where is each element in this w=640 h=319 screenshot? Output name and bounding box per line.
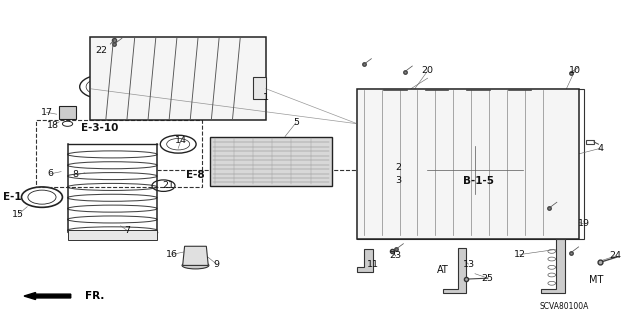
- Text: 15: 15: [12, 210, 24, 219]
- Ellipse shape: [182, 262, 209, 269]
- Text: 23: 23: [390, 251, 402, 260]
- Text: 13: 13: [463, 260, 475, 269]
- Polygon shape: [541, 239, 564, 293]
- Text: 21: 21: [162, 181, 174, 190]
- Text: 24: 24: [610, 251, 621, 260]
- Text: 18: 18: [47, 121, 59, 130]
- Text: E-8: E-8: [186, 170, 205, 180]
- Polygon shape: [443, 248, 466, 293]
- Text: 12: 12: [514, 250, 525, 259]
- Polygon shape: [90, 37, 266, 120]
- Text: 7: 7: [124, 226, 130, 235]
- Text: MT: MT: [589, 275, 604, 285]
- Text: 9: 9: [214, 260, 220, 269]
- Text: AT: AT: [437, 264, 449, 275]
- Text: 6: 6: [47, 169, 53, 178]
- Text: SCVA80100A: SCVA80100A: [540, 302, 589, 311]
- Text: 8: 8: [73, 170, 79, 179]
- Polygon shape: [182, 246, 208, 265]
- Polygon shape: [253, 77, 266, 99]
- Text: 5: 5: [293, 118, 299, 127]
- Text: 16: 16: [166, 250, 178, 259]
- Polygon shape: [357, 89, 579, 239]
- Text: E-3-10: E-3-10: [81, 123, 118, 133]
- Polygon shape: [357, 249, 372, 272]
- Text: 20: 20: [422, 66, 434, 75]
- Text: E-1: E-1: [3, 192, 21, 202]
- Text: 11: 11: [367, 260, 379, 269]
- Text: 1: 1: [263, 93, 269, 102]
- Text: 4: 4: [597, 144, 604, 153]
- FancyArrow shape: [24, 293, 71, 300]
- Text: 14: 14: [175, 137, 187, 145]
- Text: 22: 22: [95, 46, 108, 55]
- Text: 19: 19: [578, 219, 589, 228]
- Text: 17: 17: [40, 108, 52, 117]
- Text: 2: 2: [396, 163, 401, 172]
- Text: B-1-5: B-1-5: [463, 176, 494, 186]
- Text: 25: 25: [482, 274, 494, 283]
- Polygon shape: [68, 230, 157, 240]
- Polygon shape: [60, 106, 76, 119]
- Text: 3: 3: [395, 176, 401, 185]
- Text: FR.: FR.: [86, 291, 105, 301]
- Polygon shape: [210, 137, 332, 186]
- Text: 10: 10: [569, 66, 580, 75]
